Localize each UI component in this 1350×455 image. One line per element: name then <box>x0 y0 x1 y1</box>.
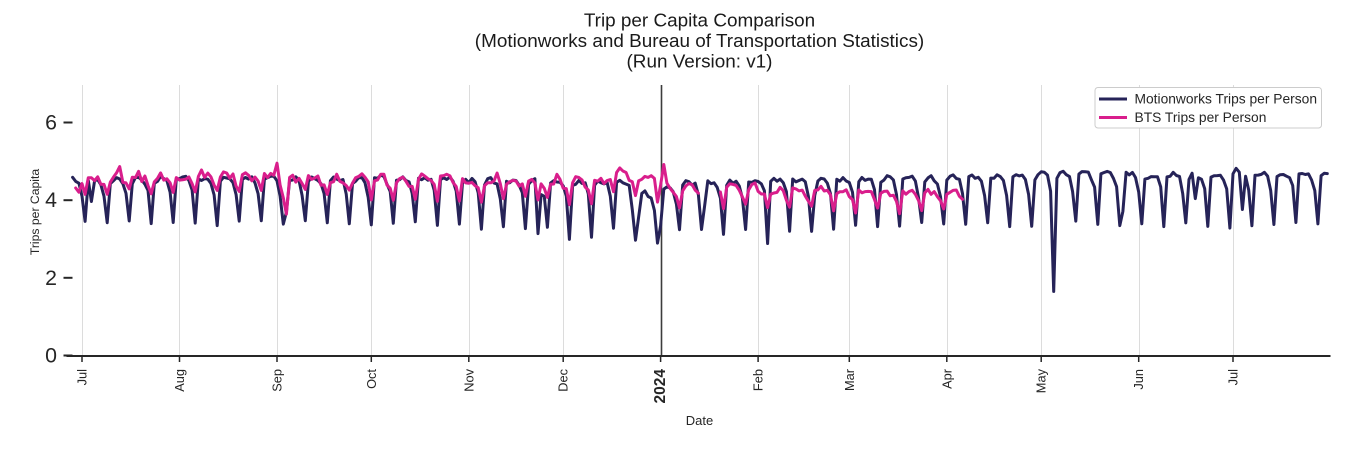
svg-text:Nov: Nov <box>461 368 476 391</box>
svg-text:Trips per Capita: Trips per Capita <box>28 169 42 255</box>
svg-text:2: 2 <box>45 266 57 290</box>
svg-text:Dec: Dec <box>556 368 571 391</box>
svg-text:Jun: Jun <box>1131 369 1146 390</box>
svg-text:BTS Trips per Person: BTS Trips per Person <box>1135 110 1267 125</box>
svg-text:6: 6 <box>45 111 57 135</box>
svg-text:(Motionworks and Bureau of Tra: (Motionworks and Bureau of Transportatio… <box>475 31 924 52</box>
svg-text:Oct: Oct <box>364 369 379 389</box>
svg-text:Motionworks Trips per Person: Motionworks Trips per Person <box>1135 92 1318 107</box>
svg-text:Mar: Mar <box>842 368 857 391</box>
svg-text:2024: 2024 <box>652 369 669 404</box>
svg-text:Jul: Jul <box>1226 369 1241 385</box>
svg-text:Trip per Capita Comparison: Trip per Capita Comparison <box>584 11 815 32</box>
svg-text:(Run Version: v1): (Run Version: v1) <box>627 52 773 73</box>
svg-text:Feb: Feb <box>751 369 766 391</box>
svg-text:Aug: Aug <box>172 369 187 392</box>
svg-text:Apr: Apr <box>939 368 954 389</box>
svg-text:4: 4 <box>45 188 57 212</box>
svg-text:May: May <box>1034 368 1049 393</box>
svg-text:Sep: Sep <box>270 369 285 392</box>
svg-text:Date: Date <box>686 413 713 428</box>
svg-text:0: 0 <box>45 344 57 368</box>
svg-text:Jul: Jul <box>75 369 90 385</box>
